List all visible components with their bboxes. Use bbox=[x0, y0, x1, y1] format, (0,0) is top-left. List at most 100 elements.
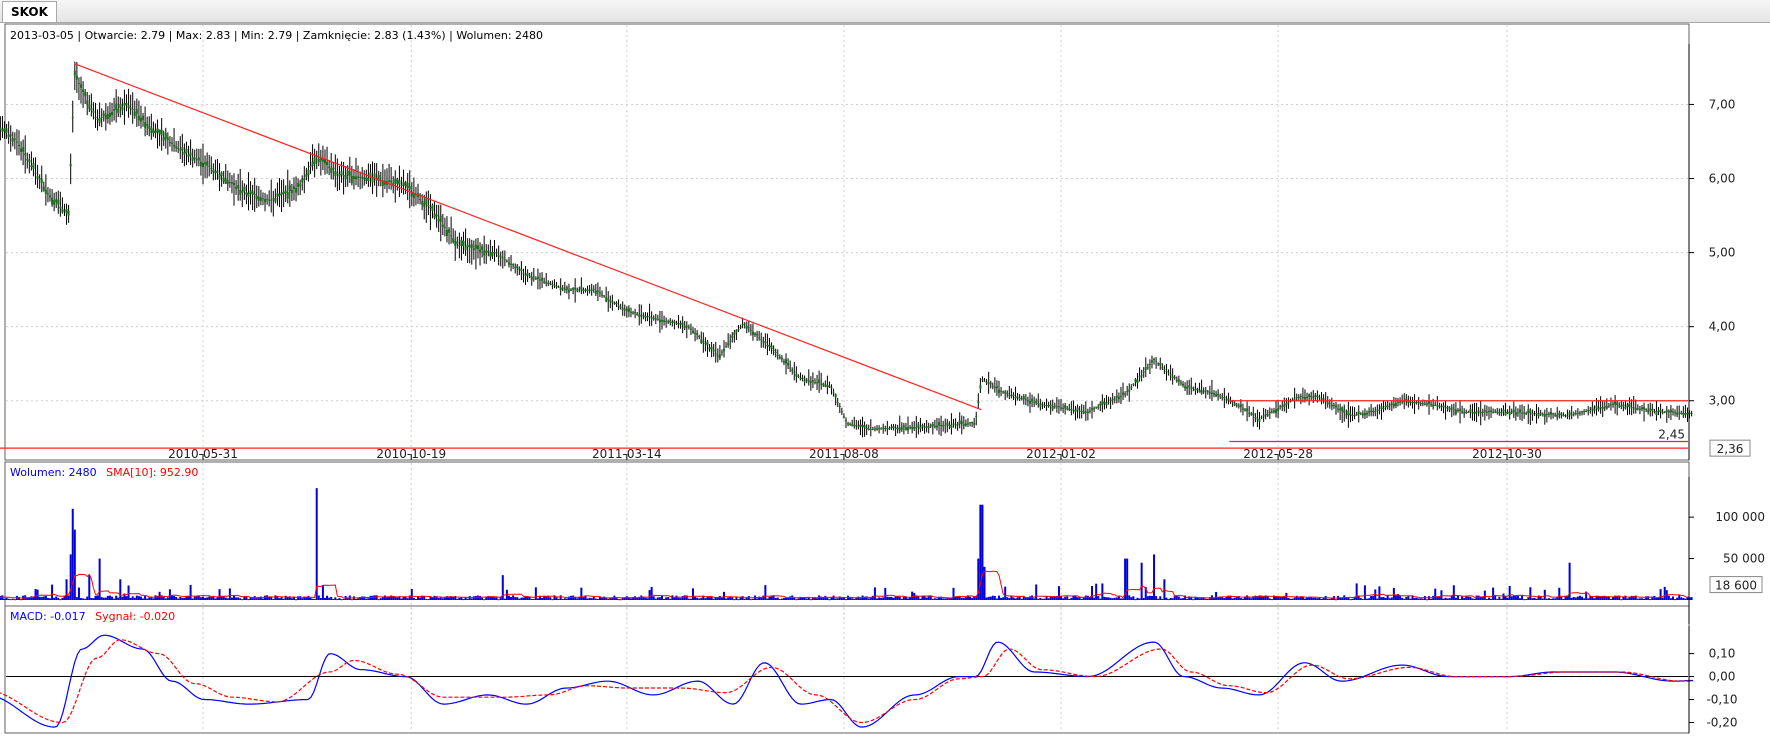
candle-body bbox=[1589, 409, 1592, 411]
volume-bar bbox=[1388, 598, 1391, 600]
candle-body bbox=[501, 257, 504, 259]
volume-bar bbox=[1244, 596, 1247, 600]
candle-body bbox=[1663, 411, 1666, 413]
volume-bar bbox=[497, 599, 500, 601]
volume-bar bbox=[1215, 591, 1218, 600]
volume-bar bbox=[439, 596, 442, 600]
volume-bar bbox=[222, 596, 225, 600]
volume-bar bbox=[547, 595, 550, 600]
volume-bar bbox=[423, 595, 426, 600]
candle-body bbox=[0, 127, 2, 131]
candle-body bbox=[160, 129, 163, 136]
candle-body bbox=[646, 316, 649, 318]
candle-body bbox=[1572, 413, 1575, 415]
candle-body bbox=[981, 379, 984, 381]
volume-bar bbox=[923, 596, 926, 600]
candle-body bbox=[1244, 409, 1247, 411]
volume-bar bbox=[1181, 598, 1184, 600]
candle-body bbox=[233, 182, 236, 186]
volume-bar bbox=[199, 597, 202, 600]
candle-body bbox=[969, 422, 972, 424]
volume-bar bbox=[191, 598, 194, 600]
volume-bar bbox=[1459, 598, 1462, 600]
candle-body bbox=[772, 349, 775, 351]
y-tick-label: -0,20 bbox=[1706, 716, 1737, 730]
volume-bar bbox=[1473, 598, 1476, 600]
candle-body bbox=[1349, 413, 1352, 416]
candle-body bbox=[534, 278, 537, 280]
volume-bar bbox=[673, 596, 676, 600]
volume-bar bbox=[1256, 596, 1259, 600]
volume-bar bbox=[499, 596, 502, 600]
volume-bar bbox=[574, 596, 577, 600]
volume-bar bbox=[892, 597, 895, 600]
candle-body bbox=[638, 314, 641, 318]
candle-body bbox=[1053, 405, 1056, 407]
volume-bar bbox=[282, 598, 285, 600]
candle-body bbox=[1132, 383, 1135, 385]
volume-bar bbox=[973, 596, 976, 600]
candle-body bbox=[727, 343, 730, 345]
volume-bar bbox=[111, 596, 114, 600]
candle-body bbox=[115, 103, 118, 110]
candle-body bbox=[1169, 374, 1172, 376]
volume-bar bbox=[144, 595, 147, 600]
candle-body bbox=[770, 345, 773, 349]
candle-body bbox=[1390, 403, 1393, 405]
candle-body bbox=[741, 324, 744, 326]
volume-bar bbox=[164, 598, 167, 600]
volume-bar bbox=[1270, 599, 1273, 601]
volume-bar bbox=[1107, 597, 1110, 600]
volume-bar bbox=[820, 596, 823, 600]
volume-bar bbox=[94, 595, 97, 600]
candle-body bbox=[1328, 403, 1331, 405]
volume-bar bbox=[53, 597, 56, 600]
candle-body bbox=[1554, 414, 1557, 416]
volume-bar bbox=[576, 598, 579, 600]
volume-bar bbox=[745, 597, 748, 600]
volume-bar bbox=[1260, 595, 1263, 600]
candle-body bbox=[1456, 409, 1459, 411]
candle-body bbox=[1004, 391, 1007, 394]
candle-body bbox=[1467, 411, 1470, 413]
volume-bar bbox=[1397, 594, 1400, 600]
candle-body bbox=[1045, 405, 1048, 407]
volume-bar bbox=[1258, 595, 1261, 600]
candle-body bbox=[898, 427, 901, 431]
candle-body bbox=[24, 153, 27, 156]
candle-body bbox=[208, 165, 211, 167]
candle-body bbox=[1562, 415, 1565, 417]
candle-body bbox=[1380, 405, 1383, 409]
stock-chart[interactable]: 2010-05-31 2010-10-19 2011-03-14 2011-08-08… bbox=[0, 22, 1770, 737]
volume-bar bbox=[563, 598, 566, 600]
candle-body bbox=[1622, 404, 1625, 407]
volume-bar bbox=[1440, 590, 1443, 600]
volume-bar bbox=[772, 596, 775, 600]
volume-bar bbox=[894, 596, 897, 600]
volume-bar bbox=[476, 595, 479, 600]
candle-body bbox=[611, 301, 614, 303]
volume-bar bbox=[1297, 597, 1300, 600]
volume-bar bbox=[214, 598, 217, 600]
volume-bar bbox=[1591, 596, 1594, 600]
candle-body bbox=[1485, 411, 1488, 413]
candle-body bbox=[456, 241, 459, 244]
macd-panel-frame bbox=[4, 605, 1690, 734]
candle-body bbox=[1676, 412, 1679, 415]
volume-bar bbox=[1409, 598, 1412, 600]
candle-body bbox=[1140, 374, 1143, 376]
volume-bar bbox=[1248, 597, 1251, 600]
candle-body bbox=[245, 192, 248, 195]
candle-body bbox=[1612, 403, 1615, 405]
volume-bar bbox=[723, 591, 726, 600]
candle-body bbox=[1047, 405, 1050, 407]
candle-body bbox=[840, 411, 843, 413]
volume-bar bbox=[1450, 595, 1453, 600]
volume-bar bbox=[902, 596, 905, 600]
volume-bar bbox=[1535, 598, 1538, 600]
candle-body bbox=[543, 281, 546, 283]
tab-skok[interactable]: SKOK bbox=[2, 1, 57, 22]
candle-body bbox=[623, 309, 626, 311]
volume-bar bbox=[1599, 596, 1602, 600]
candle-body bbox=[896, 427, 899, 430]
